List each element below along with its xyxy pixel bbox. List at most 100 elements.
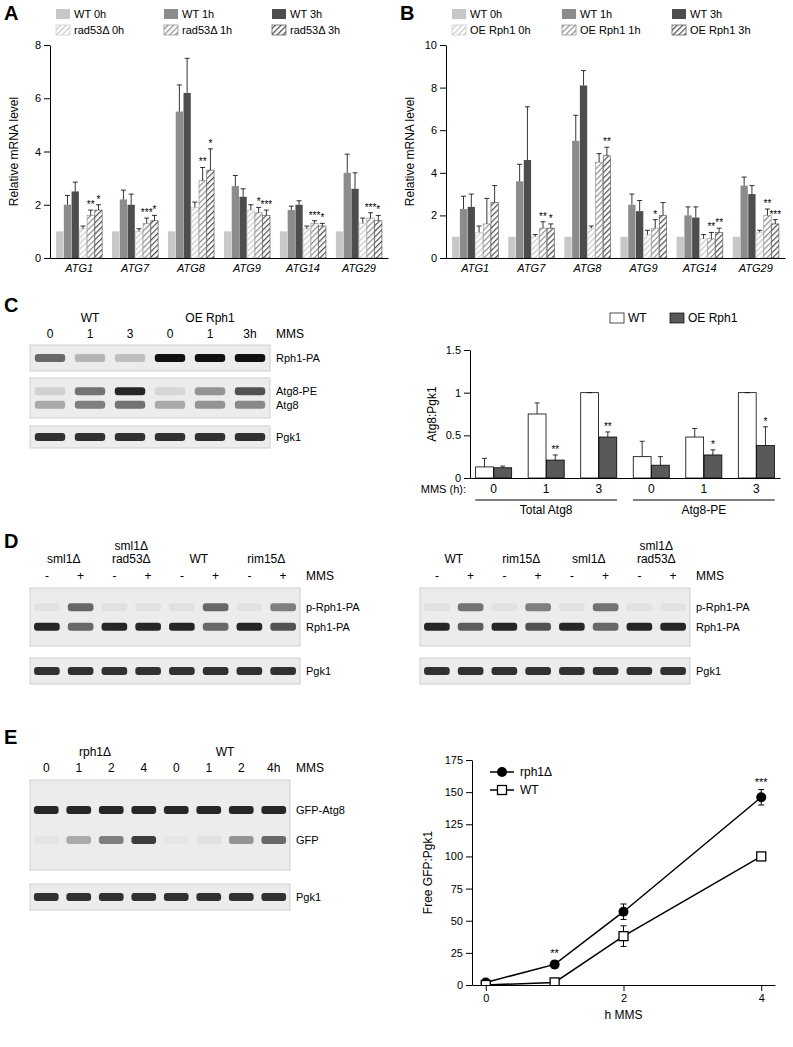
error-bar: [745, 392, 750, 393]
legend-label: OE Rph1 3h: [690, 24, 751, 36]
tick: 0: [431, 252, 446, 264]
blot-band: [660, 667, 686, 675]
error-bar: [200, 167, 205, 180]
lane-label: +: [280, 569, 287, 583]
band-label: p-Rph1-PA: [696, 601, 750, 613]
error-cap: [289, 206, 294, 207]
error-cap: [517, 164, 522, 165]
bar: [359, 223, 366, 258]
tick-label: 2: [431, 209, 437, 221]
error-bar: [605, 432, 610, 437]
tick-label: 0: [35, 252, 41, 264]
legend-label: OE Rph1 1h: [580, 24, 641, 36]
error-bar: [693, 207, 698, 218]
error-stem: [527, 107, 528, 160]
error-cap: [500, 466, 505, 467]
marker: [481, 981, 490, 986]
error-cap: [535, 402, 540, 403]
band-label: Atg8: [276, 399, 299, 411]
error-cap: [73, 182, 78, 183]
blot-band: [261, 836, 286, 844]
lane-label: 0: [167, 327, 174, 341]
error-cap: [129, 194, 134, 195]
bar-chart: ***************0246810ATG1ATG7ATG8ATG9AT…: [400, 2, 786, 274]
tick-label: ATG8: [176, 262, 206, 274]
tick-label: ATG7: [516, 262, 546, 274]
error-bar: [710, 450, 715, 455]
error-stem: [370, 213, 371, 218]
error-bar: [320, 223, 325, 226]
bar: [756, 232, 763, 258]
panel-label: E: [4, 726, 17, 748]
bar: [580, 85, 587, 258]
error-bar: [500, 466, 505, 468]
bar: [599, 437, 617, 478]
blot-band: [66, 806, 91, 814]
blot-band: [235, 401, 265, 409]
tick: 125: [445, 818, 472, 830]
plot-area: [476, 393, 775, 478]
legend-swatch: [562, 25, 576, 35]
tick: ATG8: [572, 262, 602, 274]
error-cap: [192, 202, 197, 203]
lane-label: -: [112, 569, 116, 583]
blot-band: [593, 603, 619, 611]
blot-band: [35, 387, 65, 395]
band-label: p-Rph1-PA: [306, 601, 360, 613]
bar: [633, 457, 651, 478]
bar: [460, 209, 467, 258]
error-stem: [663, 203, 664, 216]
lane-group: rph1Δ: [79, 745, 111, 759]
legend-label: rph1Δ: [520, 765, 552, 779]
tick: ATG8: [176, 262, 206, 274]
tick: 0: [490, 482, 497, 496]
tick-label: 4: [35, 146, 41, 158]
blot-band: [424, 623, 450, 631]
error-bar: [312, 221, 317, 224]
group-line: [475, 500, 617, 501]
error-cap: [65, 195, 70, 196]
error-cap: [658, 456, 663, 457]
tick: 1.5: [446, 344, 470, 356]
western-blot: WT-+rim15Δ-+sml1Δ-+sml1Δrad53Δ-+MMSp-Rph…: [420, 539, 750, 684]
tick-label: 75: [451, 883, 463, 895]
bar-chart: **********************02468ATG1ATG7ATG8A…: [4, 2, 389, 274]
error-cap: [233, 175, 238, 176]
error-stem: [67, 195, 68, 204]
bar: [539, 228, 546, 258]
error-bar: [548, 224, 553, 228]
bar: [491, 203, 498, 258]
error-bar: [589, 226, 594, 228]
significance: ***: [141, 207, 153, 218]
blot-band: [270, 623, 296, 631]
tick-label: 175: [445, 754, 463, 766]
error-stem: [202, 167, 203, 180]
error-stem: [712, 450, 713, 455]
lane-label: -: [637, 569, 641, 583]
tick-label: ATG29: [738, 262, 773, 274]
error-bar: [129, 194, 134, 205]
bar: [56, 231, 63, 258]
significance: **: [87, 199, 95, 210]
bar: [475, 232, 482, 258]
lane-group: WT: [189, 552, 208, 566]
blot-band: [270, 667, 296, 675]
error-bar: [482, 458, 487, 467]
error-bar: [717, 228, 722, 232]
lane-group: sml1Δ: [640, 539, 673, 553]
blot-band: [424, 667, 450, 675]
plot-area: [452, 71, 779, 258]
axis: 024: [473, 985, 776, 1004]
bar: [168, 231, 175, 258]
bar: [468, 207, 475, 258]
legend-swatch: [452, 9, 466, 19]
error-stem: [694, 429, 695, 438]
error-bar: [177, 85, 182, 112]
blot-band: [196, 806, 221, 814]
bar: [532, 237, 539, 258]
blot-band: [229, 806, 254, 814]
axis-title: Relative mRNA level: [7, 97, 21, 206]
blot-band: [34, 667, 60, 675]
blot-band: [195, 354, 225, 362]
error-cap: [185, 58, 190, 59]
